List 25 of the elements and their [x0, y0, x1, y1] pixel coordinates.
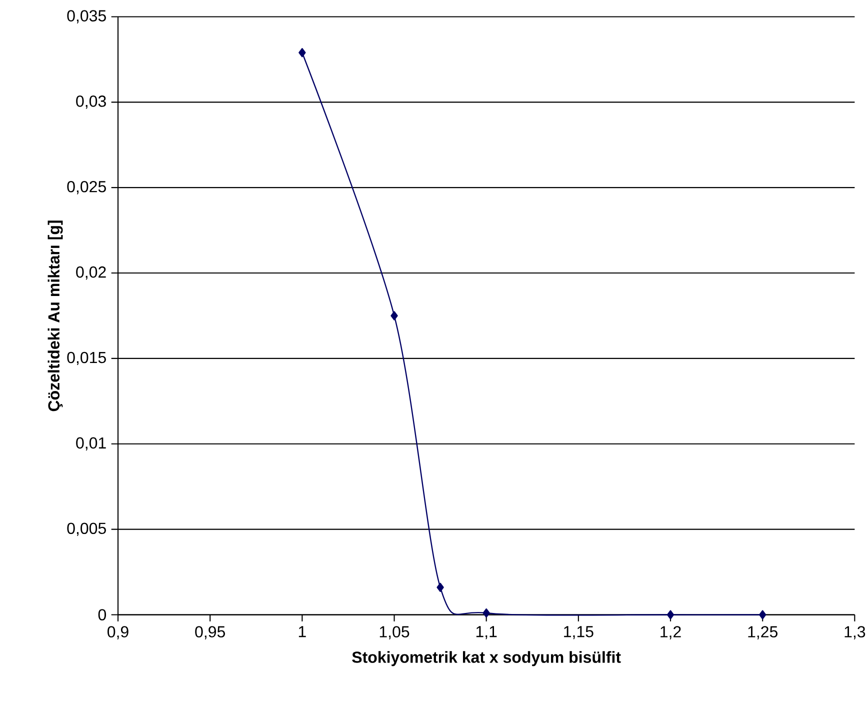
point	[436, 582, 444, 592]
y-tick-label: 0,015	[67, 352, 106, 366]
x-tick-label: 1,25	[748, 626, 778, 640]
y-tick-label: 0,02	[76, 266, 106, 280]
y-tick-label: 0	[98, 609, 106, 620]
y-tick-label: 0,005	[67, 522, 106, 536]
y-tick-label: 0,03	[76, 96, 106, 109]
point	[390, 311, 398, 320]
point	[298, 48, 306, 58]
point	[758, 610, 766, 620]
point	[666, 610, 674, 620]
x-tick-label: 1,15	[564, 626, 594, 640]
y-tick-label: 0,01	[76, 437, 106, 450]
x-tick-label: 1,2	[660, 626, 681, 640]
x-tick-label: 1	[298, 626, 306, 638]
point	[482, 608, 490, 618]
y-tick-label: 0,025	[67, 180, 106, 194]
x-tick-label: 1,1	[476, 626, 497, 640]
y-axis-title: Çözeltideki Au miktarı [g]	[48, 220, 63, 412]
y-tick-label: 0,035	[67, 10, 106, 24]
x-tick-label: 1,3	[844, 626, 866, 640]
x-tick-label: 1,05	[380, 626, 410, 640]
x-tick-label: 0,9	[108, 626, 128, 640]
x-axis-title: Stokiyometrik kat x sodyum bisülfit	[352, 651, 621, 666]
x-tick-label: 0,95	[195, 626, 225, 640]
